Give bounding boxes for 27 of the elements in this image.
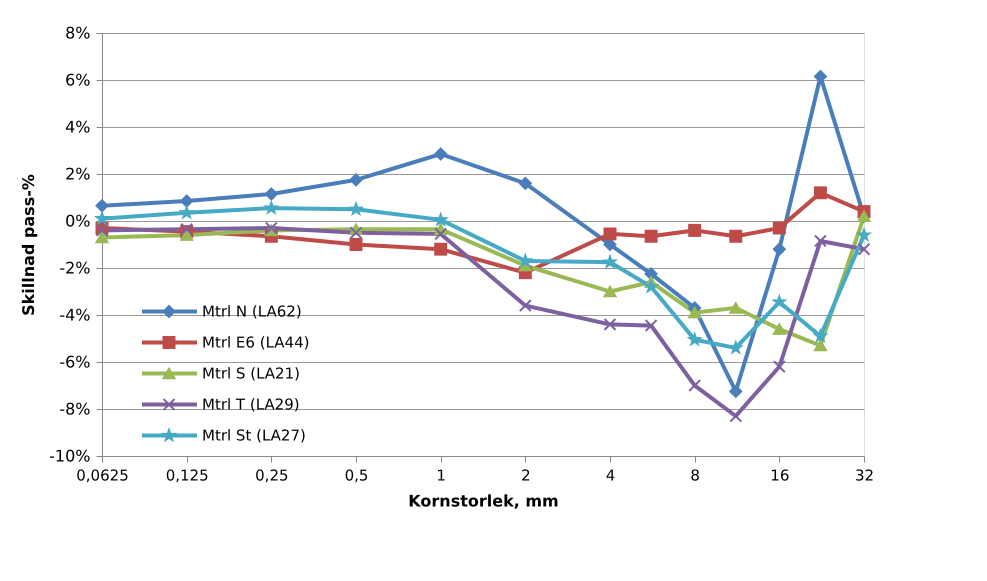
y-tick-label: -4% [59, 306, 90, 324]
x-axis-title: Kornstorlek, mm [408, 492, 559, 510]
y-tick-label: -6% [59, 352, 90, 372]
legend-label: Mtrl St (LA27) [202, 426, 306, 444]
legend-label: Mtrl E6 (LA44) [202, 334, 310, 352]
y-tick-label: -8% [59, 400, 90, 418]
x-tick-label: 0,5 [344, 466, 368, 484]
x-tick-label: 2 [521, 466, 531, 484]
x-tick-label: 0,0625 [76, 466, 129, 484]
y-tick-label: 0% [65, 212, 90, 230]
y-tick-label: 2% [65, 164, 90, 184]
y-tick-label: 8% [65, 24, 90, 42]
legend-label: Mtrl N (LA62) [202, 302, 302, 320]
y-tick-label: -10% [49, 446, 90, 466]
x-tick-label: 0,125 [166, 466, 209, 484]
y-tick-label: 6% [65, 70, 90, 90]
legend-label: Mtrl T (LA29) [202, 396, 300, 414]
legend-label: Mtrl S (LA21) [202, 364, 300, 382]
x-tick-label: 8 [690, 466, 700, 484]
x-tick-label: 4 [606, 466, 616, 484]
y-tick-label: -2% [59, 258, 90, 278]
y-axis-title: Skillnad pass-% [19, 174, 38, 316]
x-tick-label: 16 [770, 466, 790, 484]
x-tick-label: 32 [854, 466, 874, 484]
x-tick-label: 0,25 [255, 466, 289, 484]
x-tick-label: 1 [436, 466, 446, 484]
y-tick-label: 4% [65, 118, 90, 136]
